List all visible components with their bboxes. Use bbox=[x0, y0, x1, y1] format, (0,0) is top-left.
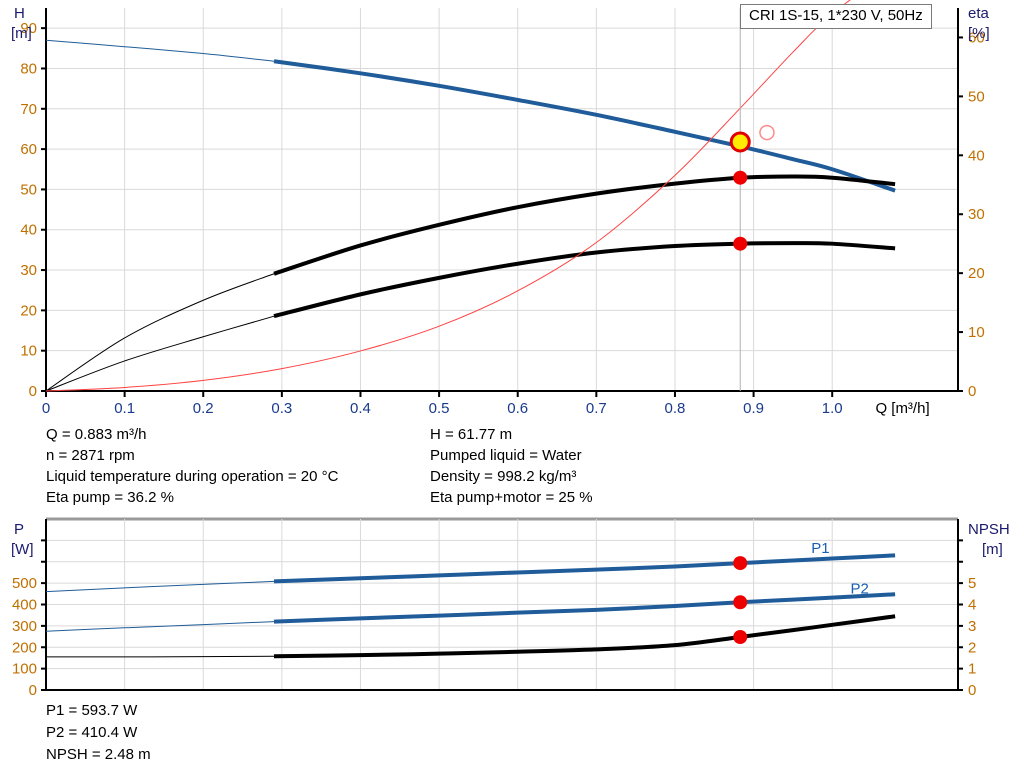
info-p2: P2 = 410.4 W bbox=[46, 724, 138, 741]
head-eta-chart: 0 10 20 30 40 50 60 70 80 90 0 10 20 30 40 50 60 0 0.1 0.2 0… bbox=[11, 0, 990, 417]
ytick-label-left-90: 90 bbox=[20, 20, 37, 37]
curve-eta-pump-motor bbox=[273, 241, 896, 319]
xtick-label-0.7: 0.7 bbox=[586, 400, 607, 417]
xtick-label-0.5: 0.5 bbox=[429, 400, 450, 417]
power-info: P1 = 593.7 W P2 = 410.4 W NPSH = 2.48 m bbox=[46, 700, 151, 766]
ytick-label-left-80: 80 bbox=[20, 60, 37, 77]
curve-h bbox=[273, 59, 896, 193]
chart-title: CRI 1S-15, 1*230 V, 50Hz bbox=[749, 7, 923, 24]
ytick-label-left-10: 10 bbox=[20, 343, 37, 360]
ytick-label-left-50: 50 bbox=[20, 181, 37, 198]
curve-thin-p1 bbox=[45, 580, 275, 593]
y-axis-right-unit: [%] bbox=[968, 25, 990, 42]
xtick-label-0.3: 0.3 bbox=[271, 400, 292, 417]
info-npsh: NPSH = 2.48 m bbox=[46, 746, 151, 763]
ytick-label-right-40: 40 bbox=[968, 147, 985, 164]
ytick-label-right-3: 3 bbox=[968, 618, 976, 635]
chart-title-box: CRI 1S-15, 1*230 V, 50Hz bbox=[740, 4, 932, 29]
ytick-label-left-30: 30 bbox=[20, 262, 37, 279]
info-density: Density = 998.2 kg/m³ bbox=[430, 468, 577, 485]
xtick-label-0.2: 0.2 bbox=[193, 400, 214, 417]
curve-thin-h bbox=[45, 39, 275, 62]
ytick-label-right-60: 60 bbox=[968, 29, 985, 46]
ytick-label-right-5: 5 bbox=[968, 575, 976, 592]
curve-p2 bbox=[273, 592, 896, 624]
info-n: n = 2871 rpm bbox=[46, 447, 135, 464]
upper-plot: 0 10 20 30 40 50 60 70 80 90 0 10 20 30 40 50 60 0 0.1 0.2 0… bbox=[11, 0, 990, 417]
xtick-label-0.9: 0.9 bbox=[743, 400, 764, 417]
ytick-label-right-2: 2 bbox=[968, 639, 976, 656]
xtick-label-0.4: 0.4 bbox=[350, 400, 371, 417]
ytick-label-right-20: 20 bbox=[968, 265, 985, 282]
ytick-label-left-20: 20 bbox=[20, 302, 37, 319]
xtick-label-0.8: 0.8 bbox=[665, 400, 686, 417]
xtick-label-0.6: 0.6 bbox=[507, 400, 528, 417]
ytick-label-left-70: 70 bbox=[20, 101, 37, 118]
x-axis-label: Q [m³/h] bbox=[875, 400, 929, 417]
curve-label-p2: P2 bbox=[851, 580, 869, 597]
duty-point-head[interactable] bbox=[729, 131, 751, 153]
ytick-label-right-4: 4 bbox=[968, 597, 976, 614]
ytick-label-right-10: 10 bbox=[968, 324, 985, 341]
curve-thin-eta-pump-motor bbox=[45, 315, 275, 392]
ytick-label-left-300: 300 bbox=[12, 618, 37, 635]
curve-npsh bbox=[273, 614, 896, 659]
duty-info-left: Q = 0.883 m³/h n = 2871 rpm Liquid tempe… bbox=[46, 424, 338, 508]
y-axis-left-title: P bbox=[14, 521, 24, 538]
info-h: H = 61.77 m bbox=[430, 426, 513, 443]
xtick-label-0: 0 bbox=[42, 400, 50, 417]
ytick-label-left-200: 200 bbox=[12, 639, 37, 656]
ytick-label-right-0: 0 bbox=[968, 383, 976, 400]
y-axis-left-unit: [W] bbox=[11, 541, 34, 558]
power-npsh-chart: 0 100 200 300 400 500 0 1 2 3 4 5 P [W] NPSH [m] P1 P2 bbox=[11, 517, 1010, 699]
duty-point-eta-pump[interactable] bbox=[733, 170, 748, 185]
curve-thin-p2 bbox=[45, 621, 275, 632]
info-q: Q = 0.883 m³/h bbox=[46, 426, 147, 443]
ytick-label-left-500: 500 bbox=[12, 575, 37, 592]
duty-point-hollow[interactable] bbox=[759, 124, 775, 141]
info-eta-pump-motor: Eta pump+motor = 25 % bbox=[430, 489, 593, 506]
duty-point-npsh[interactable] bbox=[733, 629, 748, 644]
duty-point-p1[interactable] bbox=[733, 556, 748, 571]
duty-point-eta-total[interactable] bbox=[733, 236, 748, 251]
curve-power-red bbox=[45, 0, 851, 392]
y-axis-right-title: NPSH bbox=[968, 521, 1010, 538]
ytick-label-left-60: 60 bbox=[20, 141, 37, 158]
y-axis-right-title: eta bbox=[968, 5, 990, 22]
ytick-label-left-100: 100 bbox=[12, 661, 37, 678]
ytick-label-left-400: 400 bbox=[12, 597, 37, 614]
ytick-label-right-50: 50 bbox=[968, 88, 985, 105]
curve-thin-npsh bbox=[45, 655, 275, 658]
ytick-label-left-0: 0 bbox=[29, 383, 37, 400]
duty-point-p2[interactable] bbox=[733, 595, 748, 610]
ytick-label-left-0: 0 bbox=[29, 682, 37, 699]
curve-p1 bbox=[273, 553, 896, 584]
y-axis-right-unit: [m] bbox=[982, 541, 1003, 558]
ytick-label-left-40: 40 bbox=[20, 222, 37, 239]
info-pumped-liquid: Pumped liquid = Water bbox=[430, 447, 582, 464]
xtick-label-0.1: 0.1 bbox=[114, 400, 135, 417]
info-p1: P1 = 593.7 W bbox=[46, 702, 138, 719]
curve-eta-pump bbox=[273, 174, 896, 276]
y-axis-left-title: H bbox=[14, 5, 25, 22]
curve-thin-eta-pump bbox=[45, 273, 275, 392]
xtick-label-1.0: 1.0 bbox=[822, 400, 843, 417]
y-axis-left-unit: [m] bbox=[11, 25, 32, 42]
info-liquid-temperature: Liquid temperature during operation = 20… bbox=[46, 468, 339, 485]
lower-plot: 0 100 200 300 400 500 0 1 2 3 4 5 P [W] NPSH [m] P1 P2 bbox=[11, 517, 1010, 699]
duty-info-right: H = 61.77 m Pumped liquid = Water Densit… bbox=[430, 424, 593, 508]
curve-label-p1: P1 bbox=[811, 540, 829, 557]
info-eta-pump: Eta pump = 36.2 % bbox=[46, 489, 174, 506]
ytick-label-right-0: 0 bbox=[968, 682, 976, 699]
ytick-label-right-30: 30 bbox=[968, 206, 985, 223]
ytick-label-right-1: 1 bbox=[968, 661, 976, 678]
